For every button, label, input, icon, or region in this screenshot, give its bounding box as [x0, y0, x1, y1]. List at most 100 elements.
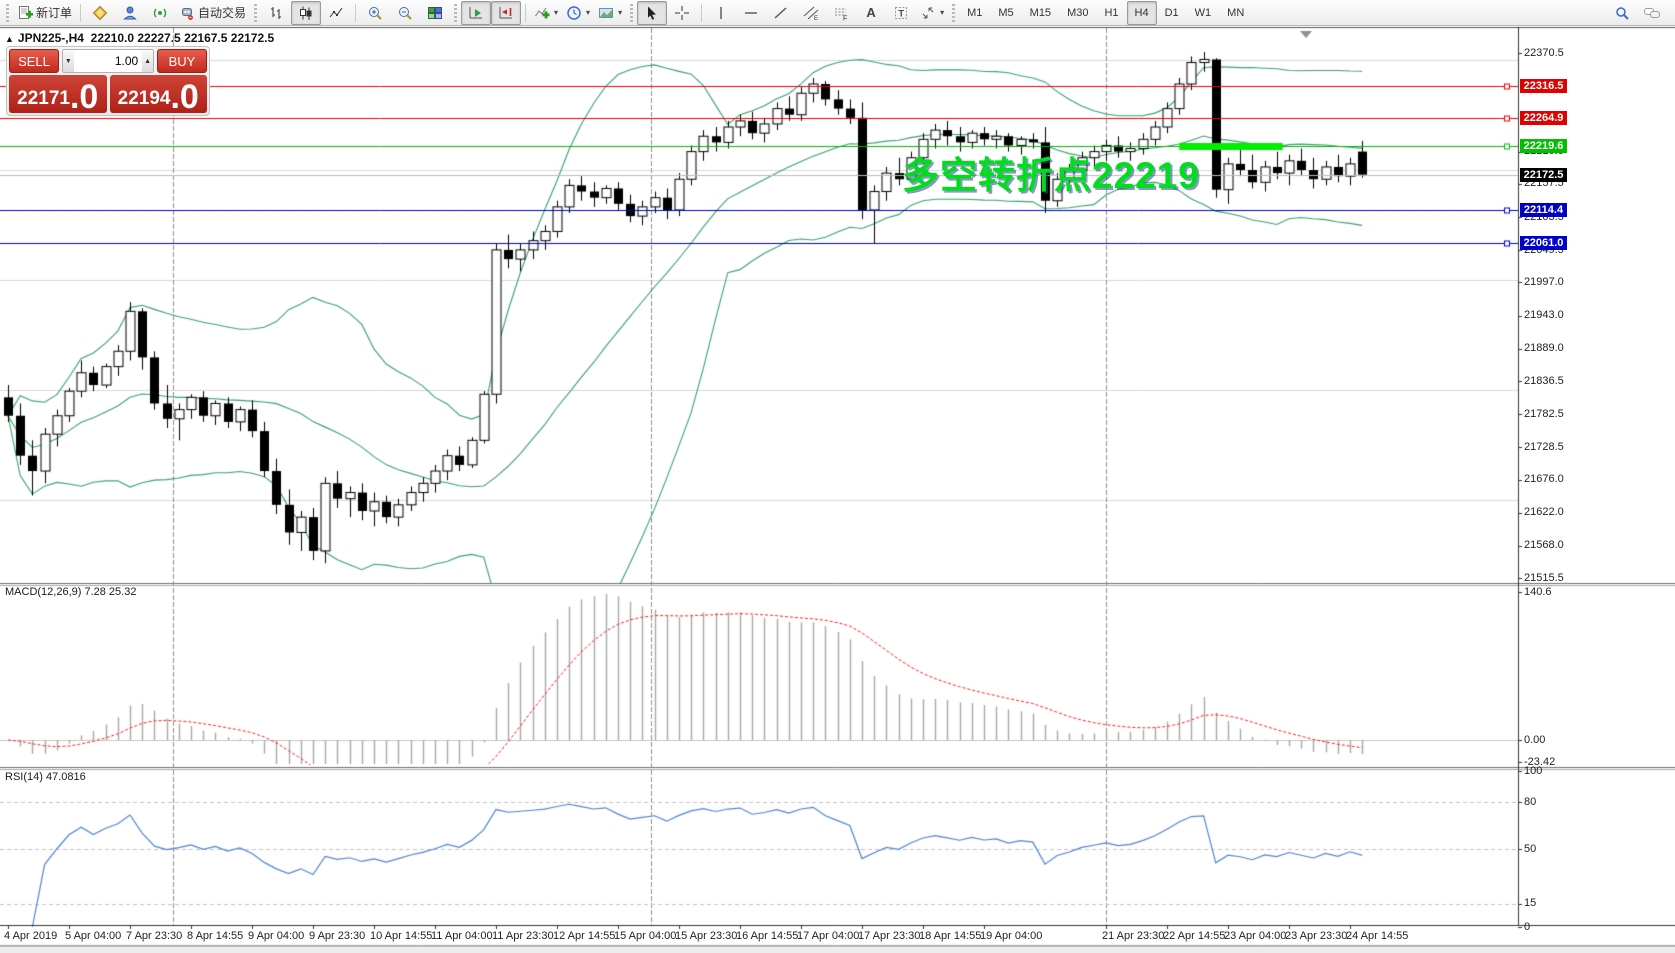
price-tick-label: 21997.0	[1524, 275, 1564, 288]
cursor-icon	[644, 5, 660, 21]
dropdown-caret-icon: ▾	[940, 8, 945, 17]
price-tick-label: 21676.0	[1524, 473, 1564, 486]
toolbar-separator	[355, 3, 357, 22]
volume-input[interactable]	[73, 50, 143, 72]
macd-scale-label: -23.42	[1524, 755, 1556, 768]
time-axis-label: 11 Apr 04:00	[431, 930, 493, 942]
toolbar: 新订单 自动交易 ▾ ▾ ▾ E F A T ▾ M1 M5 M15 M30 H1 H4 D…	[0, 0, 1675, 26]
price-level-badge[interactable]: 22264.9	[1520, 110, 1567, 125]
metaeditor-button[interactable]	[85, 1, 115, 25]
equidistant-channel-tool-button[interactable]: E	[796, 1, 826, 25]
price-level-badge[interactable]: 22061.0	[1520, 236, 1567, 251]
horizontal-line-tool-button[interactable]	[736, 1, 766, 25]
zoom-out-icon	[397, 5, 413, 21]
text-tool-icon: A	[866, 5, 876, 20]
time-axis-label: 4 Apr 2019	[4, 930, 58, 942]
cursor-button[interactable]	[637, 0, 668, 25]
line-chart-icon	[328, 5, 344, 21]
community-person-icon	[122, 5, 138, 21]
buy-button[interactable]: BUY	[157, 49, 207, 73]
zoom-in-button[interactable]	[360, 1, 390, 25]
chat-button[interactable]	[1637, 1, 1667, 25]
autotrading-robot-icon	[179, 5, 195, 21]
line-chart-button[interactable]	[321, 1, 351, 25]
price-level-badge[interactable]: 22219.6	[1520, 138, 1567, 153]
chart-ohlc-values: 22210.0 22227.5 22167.5 22172.5	[90, 31, 275, 45]
timeframe-button-M1[interactable]: M1	[967, 6, 983, 19]
price-chart-canvas[interactable]	[0, 27, 1675, 946]
vertical-line-tool-button[interactable]	[706, 1, 736, 25]
tile-windows-button[interactable]	[420, 1, 450, 25]
price-tick-label: 21728.5	[1524, 440, 1564, 453]
price-tick-label: 21515.5	[1524, 571, 1564, 584]
macd-indicator-label: MACD(12,26,9) 7.28 25.32	[5, 586, 137, 598]
price-level-badge[interactable]: 22114.4	[1520, 203, 1567, 218]
buy-price-main: 22194	[117, 88, 171, 109]
time-axis-label: 24 Apr 14:55	[1346, 930, 1409, 942]
signals-icon	[152, 5, 168, 21]
autotrading-label: 自动交易	[198, 6, 247, 20]
indicators-button[interactable]: ▾	[530, 1, 562, 25]
toolbar-grip[interactable]	[952, 3, 956, 22]
time-axis-label: 17 Apr 23:30	[858, 930, 921, 942]
timeframe-button-M15[interactable]: M15	[1029, 6, 1052, 19]
templates-button[interactable]: ▾	[594, 1, 626, 25]
autotrading-button[interactable]: 自动交易	[175, 1, 250, 25]
toolbar-grip[interactable]	[454, 3, 458, 22]
dropdown-caret-icon: ▾	[586, 8, 591, 17]
bar-chart-button[interactable]	[261, 1, 291, 25]
new-order-label: 新订单	[36, 6, 73, 20]
signals-button[interactable]	[145, 1, 175, 25]
time-axis-label: 18 Apr 14:55	[919, 930, 982, 942]
chart-annotation-text[interactable]: 多空转折点22219	[902, 155, 1200, 196]
time-axis-label: 15 Apr 23:30	[675, 930, 738, 942]
community-button[interactable]	[115, 1, 145, 25]
timeframe-button-M30[interactable]: M30	[1067, 6, 1089, 19]
time-axis-label: 16 Apr 14:55	[736, 930, 799, 942]
price-tick-label: 21782.5	[1524, 407, 1564, 420]
auto-scroll-button[interactable]	[461, 0, 492, 25]
toolbar-grip[interactable]	[254, 3, 258, 22]
template-icon	[598, 5, 614, 21]
price-level-badge[interactable]: 22172.5	[1520, 167, 1567, 182]
metaeditor-icon	[92, 5, 108, 21]
bar-chart-icon	[268, 5, 284, 21]
tile-windows-icon	[427, 5, 443, 21]
timeframe-button-D1[interactable]: D1	[1164, 6, 1179, 19]
timeframe-button-M5[interactable]: M5	[998, 6, 1014, 19]
price-level-badge[interactable]: 22316.5	[1520, 79, 1567, 94]
sell-price-panel[interactable]: 22171.0	[9, 75, 107, 114]
arrows-icon	[920, 5, 936, 21]
svg-text:E: E	[814, 16, 818, 21]
chart-window: ▲ JPN225-,H4 22210.0 22227.5 22167.5 2217…	[0, 27, 1675, 946]
timeframe-button-H1[interactable]: H1	[1104, 6, 1119, 19]
volume-increase-button[interactable]: ▲	[142, 50, 153, 72]
trendline-tool-button[interactable]	[766, 1, 796, 25]
search-button[interactable]	[1607, 1, 1637, 25]
timeframe-button-H4[interactable]: H4	[1126, 0, 1157, 25]
rsi-scale-label: 80	[1524, 795, 1537, 808]
toolbar-grip[interactable]	[630, 3, 634, 22]
timeframe-button-W1[interactable]: W1	[1194, 6, 1212, 19]
periods-button[interactable]: ▾	[562, 1, 594, 25]
new-order-button[interactable]: 新订单	[13, 1, 76, 25]
price-tick-label: 21889.0	[1524, 342, 1564, 355]
fibonacci-tool-button[interactable]: F	[826, 1, 856, 25]
toolbar-separator	[525, 3, 527, 22]
buy-price-big-digit: .0	[170, 78, 199, 116]
volume-decrease-button[interactable]: ▼	[63, 50, 74, 72]
arrows-tool-button[interactable]: ▾	[916, 1, 948, 25]
buy-price-panel[interactable]: 22194.0	[109, 75, 207, 116]
crosshair-button[interactable]	[667, 1, 697, 25]
timeframe-button-MN[interactable]: MN	[1227, 6, 1245, 19]
time-axis-label: 12 Apr 14:55	[553, 930, 616, 942]
candlestick-chart-button[interactable]	[291, 0, 322, 25]
text-tool-button[interactable]: A	[856, 1, 886, 25]
sell-button[interactable]: SELL	[9, 49, 59, 73]
toolbar-grip[interactable]	[6, 3, 9, 22]
one-click-toggle-icon[interactable]: ▲	[5, 34, 14, 44]
zoom-out-button[interactable]	[390, 1, 420, 25]
chart-shift-button[interactable]	[491, 0, 522, 25]
new-order-icon	[17, 5, 33, 21]
text-label-tool-button[interactable]: T	[886, 1, 916, 25]
